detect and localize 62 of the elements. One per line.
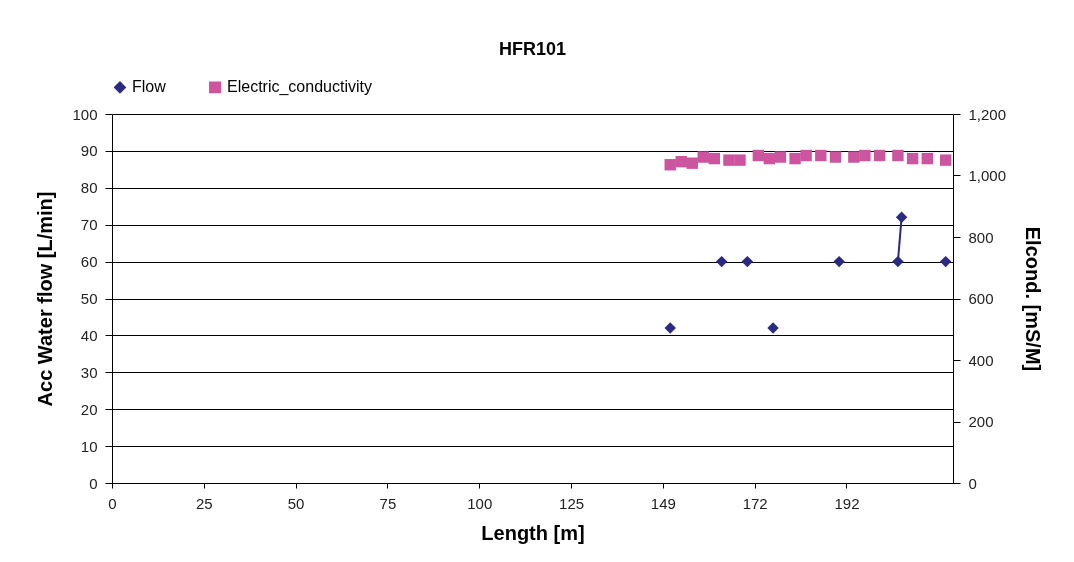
y-tick-label: 90 <box>80 142 98 160</box>
point <box>939 154 952 166</box>
y-tick-label: 60 <box>80 253 98 271</box>
point <box>892 255 904 268</box>
x-tick-label: 100 <box>467 494 493 512</box>
y2-tick-label: 200 <box>968 413 994 430</box>
point <box>774 151 787 163</box>
point <box>939 255 952 268</box>
y2-tick-label: 1,000 <box>968 167 1007 184</box>
point <box>789 152 801 165</box>
point <box>921 152 933 165</box>
y-axis-title: Acc Water flow [L/min] <box>34 191 57 407</box>
y-tick-label: 80 <box>80 179 98 197</box>
point <box>873 149 886 162</box>
point <box>906 152 919 165</box>
point <box>763 152 776 165</box>
legend-label: Flow <box>132 78 167 96</box>
point <box>686 157 698 169</box>
x-tick-label: 75 <box>379 494 397 512</box>
y-tick-label: 40 <box>80 326 98 344</box>
point <box>892 149 904 162</box>
y-tick-label: 0 <box>89 474 98 492</box>
point <box>675 155 687 168</box>
point <box>664 322 676 334</box>
x-axis-title: Length [m] <box>481 521 585 544</box>
point <box>723 154 735 166</box>
y-tick-label: 30 <box>80 363 98 381</box>
y-tick-label: 50 <box>80 290 98 307</box>
point <box>895 211 908 224</box>
x-tick-label: 0 <box>108 494 117 512</box>
y2-tick-label: 1,200 <box>968 105 1007 123</box>
y2-axis-title: Elcond. [mS/M] <box>1022 226 1045 372</box>
x-tick-label: 192 <box>834 494 860 512</box>
y-tick-label: 20 <box>80 400 98 418</box>
y-tick-label: 10 <box>80 437 98 455</box>
point <box>767 322 779 334</box>
y2-tick-label: 400 <box>968 351 994 369</box>
y2-tick-label: 0 <box>968 474 977 492</box>
point <box>664 159 676 171</box>
point <box>800 149 812 162</box>
point <box>697 151 709 163</box>
point <box>859 149 871 162</box>
x-tick-label: 172 <box>742 494 768 512</box>
y-tick-label: 70 <box>80 216 98 234</box>
point <box>833 255 845 268</box>
y-tick-label: 100 <box>72 105 98 123</box>
point <box>752 149 765 162</box>
point <box>715 255 728 268</box>
point <box>815 149 827 162</box>
chart-title: HFR101 <box>498 39 567 59</box>
y2-tick-label: 800 <box>968 228 994 246</box>
y2-tick-label: 600 <box>968 290 994 307</box>
point <box>741 255 754 268</box>
x-tick-label: 125 <box>559 494 585 512</box>
legend-label: Electric_conductivity <box>227 78 372 97</box>
point <box>708 152 720 165</box>
point <box>848 151 860 163</box>
x-tick-label: 149 <box>650 494 676 512</box>
x-tick-label: 50 <box>287 494 305 512</box>
point <box>829 151 842 163</box>
x-tick-label: 25 <box>195 494 213 512</box>
point <box>734 154 746 166</box>
